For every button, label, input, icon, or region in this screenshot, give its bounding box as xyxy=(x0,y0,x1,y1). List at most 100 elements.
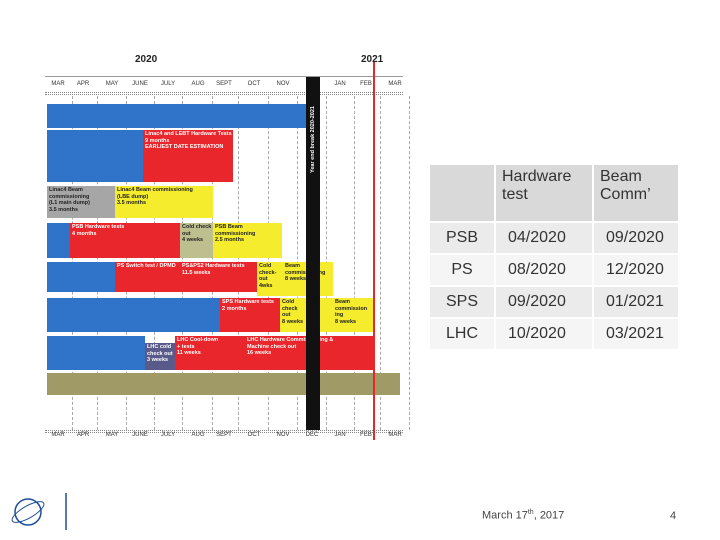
gantt-chart: 2020 2021 MAR MAR APR APR MAY MAY JUNE JUNE JULY… xyxy=(45,52,410,444)
bar-label: Cold xyxy=(282,299,295,305)
bar-label: out xyxy=(182,230,191,237)
gantt-bar: SPS Hardware tests 2 months xyxy=(220,298,280,332)
gantt-bar: Linac4 and LEBT Hardware Tests 9 months EA… xyxy=(143,130,233,182)
bar-label: 4wks xyxy=(259,282,273,289)
month-label: JULY xyxy=(160,81,176,87)
month-label: APR xyxy=(76,432,90,438)
month-label: FEB xyxy=(360,81,372,87)
bar-label: commissioning xyxy=(49,193,90,200)
month-label: APR xyxy=(76,81,90,87)
page-number: 4 xyxy=(670,510,677,522)
bar-label: PSB Hardware tests xyxy=(72,224,125,230)
table-cell: LHC xyxy=(430,319,494,349)
month-label: MAY xyxy=(105,432,119,438)
bar-label: SPS Hardware tests xyxy=(222,299,274,305)
gantt-bar xyxy=(47,336,145,370)
bar-label: LHC cold xyxy=(147,344,172,350)
bar-label: commissioning xyxy=(215,230,256,237)
table-row: SPS 09/2020 01/2021 xyxy=(430,287,678,317)
month-label: JAN xyxy=(334,432,346,438)
table-row: PSB 04/2020 09/2020 xyxy=(430,223,678,253)
table-corner xyxy=(430,165,494,221)
bar-label: commissioning xyxy=(285,270,331,277)
month-label: NOV xyxy=(276,81,290,87)
bar-label: 4 months xyxy=(72,230,97,237)
footer-rule xyxy=(45,430,403,433)
gantt-bar xyxy=(47,223,70,258)
gantt-bar: LHC cold check out 3 weeks xyxy=(145,343,175,370)
month-label: DEC xyxy=(305,432,319,438)
cern-logo xyxy=(11,493,67,530)
bar-label: out xyxy=(282,312,291,318)
gantt-bar: Cold check out 4 weeks xyxy=(180,223,213,258)
bar-label: 8 weeks xyxy=(335,318,357,325)
table-row: PS 08/2020 12/2020 xyxy=(430,255,678,285)
bar-label: Linac4 Beam commissioning xyxy=(117,187,193,193)
bar-label: 3.5 months xyxy=(49,206,79,213)
schedule-table: Hardware test Beam Comm’ PSB 04/2020 09/2020… xyxy=(428,163,680,351)
month-label: JUNE xyxy=(132,432,148,438)
month-label: FEB xyxy=(360,432,372,438)
bar-label: 2.5 months xyxy=(215,237,245,243)
bar-label: check out xyxy=(147,350,173,357)
bar-label: PS&PS2 Hardware tests xyxy=(182,263,245,269)
month-label: MAR xyxy=(388,81,402,87)
bar-label: out xyxy=(259,276,268,282)
date-suffix: th xyxy=(527,509,534,516)
header-rule xyxy=(45,76,403,77)
gantt-bar xyxy=(47,298,220,332)
month-divider xyxy=(409,96,410,430)
month-label: SEPT xyxy=(216,81,232,87)
table-cell: 10/2020 xyxy=(496,319,592,349)
month-label: NOV xyxy=(276,432,290,438)
header-rule xyxy=(45,92,403,95)
gantt-bar: PS Switch test / DPMD xyxy=(115,262,180,292)
date-text: , 2017 xyxy=(533,509,565,522)
gantt-bar xyxy=(47,373,400,395)
bar-label: Machine check out xyxy=(247,343,297,350)
date-text: March 17 xyxy=(482,509,528,522)
bar-label: (LBE dump) xyxy=(117,193,149,200)
footer-date: March 17th, 2017 xyxy=(482,509,564,522)
bar-label: + tests xyxy=(177,343,195,350)
table-cell: 08/2020 xyxy=(496,255,592,285)
gantt-bar xyxy=(47,104,306,128)
bar-label: Cold check xyxy=(182,224,212,230)
bar-label: EARLIEST DATE ESTIMATION xyxy=(145,144,224,150)
bar-label: 11 weeks xyxy=(177,350,201,356)
bar-label: Beam xyxy=(335,299,350,305)
month-label: OCT xyxy=(247,432,261,438)
year-end-break: Year end break 2020-2021 xyxy=(306,77,320,430)
bar-label: 3 weeks xyxy=(147,357,169,363)
table-cell: SPS xyxy=(430,287,494,317)
gantt-bar: Linac4 Beam commissioning (L1 main dump) 3.… xyxy=(47,186,115,218)
bar-label: Beam xyxy=(285,263,300,269)
bar-label: 8 weeks xyxy=(285,276,307,282)
bar-label: 3.5 months xyxy=(117,200,147,206)
break-label: Year end break 2020-2021 xyxy=(310,106,316,173)
table-header-row: Hardware test Beam Comm’ xyxy=(430,165,678,221)
bar-label: (L1 main dump) xyxy=(49,200,90,206)
month-label: AUG xyxy=(191,432,205,438)
month-label: JAN xyxy=(334,81,346,87)
bar-label: LHC Cool-down xyxy=(177,337,219,343)
month-label: AUG xyxy=(191,81,205,87)
table-cell: 04/2020 xyxy=(496,223,592,253)
bar-label: PS Switch test / DPMD xyxy=(117,263,176,269)
month-label: OCT xyxy=(247,81,261,87)
table-header-cell: Beam Comm’ xyxy=(594,165,678,221)
today-line xyxy=(373,62,375,440)
table-cell: PS xyxy=(430,255,494,285)
table-row: LHC 10/2020 03/2021 xyxy=(430,319,678,349)
gantt-bar: LHC Cool-down + tests 11 weeks xyxy=(175,336,245,370)
bar-label: LHC Hardware Commissioning & xyxy=(247,337,334,343)
bar-label: Cold xyxy=(259,263,272,269)
month-label: SEPT xyxy=(216,432,232,438)
table-cell: 01/2021 xyxy=(594,287,678,317)
bar-label: check xyxy=(282,305,298,312)
table-cell: 09/2020 xyxy=(496,287,592,317)
bar-label: 11.5 weeks xyxy=(182,269,211,276)
bar-label: commission xyxy=(335,305,368,312)
